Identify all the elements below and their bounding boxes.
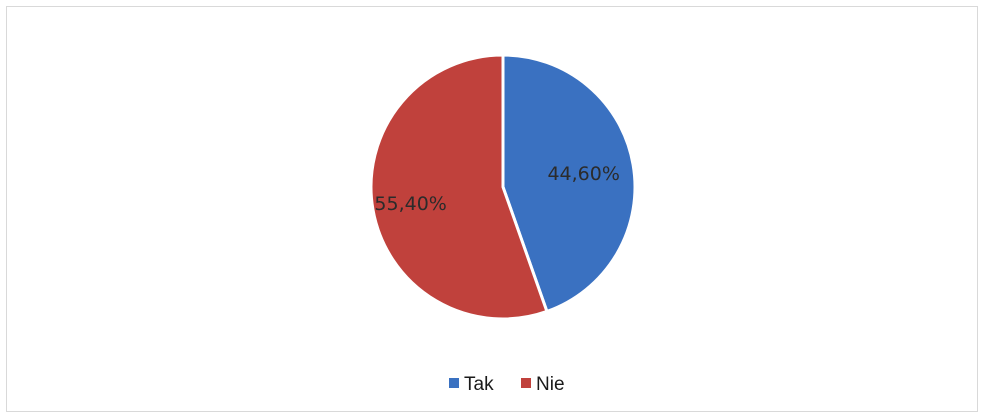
legend: Tak Nie [449, 374, 565, 395]
pie-slices [369, 53, 637, 321]
data-label-nie: 55,40% [374, 193, 446, 215]
data-label-tak: 44,60% [547, 163, 619, 185]
pie-data-labels: 44,60% 55,40% [374, 163, 619, 215]
legend-label-tak: Tak [464, 374, 494, 395]
legend-swatch-tak [449, 378, 459, 388]
pie-slice-nie [369, 53, 549, 321]
legend-label-nie: Nie [536, 374, 565, 395]
legend-swatch-nie [521, 378, 531, 388]
pie-slice-tak [501, 53, 637, 313]
